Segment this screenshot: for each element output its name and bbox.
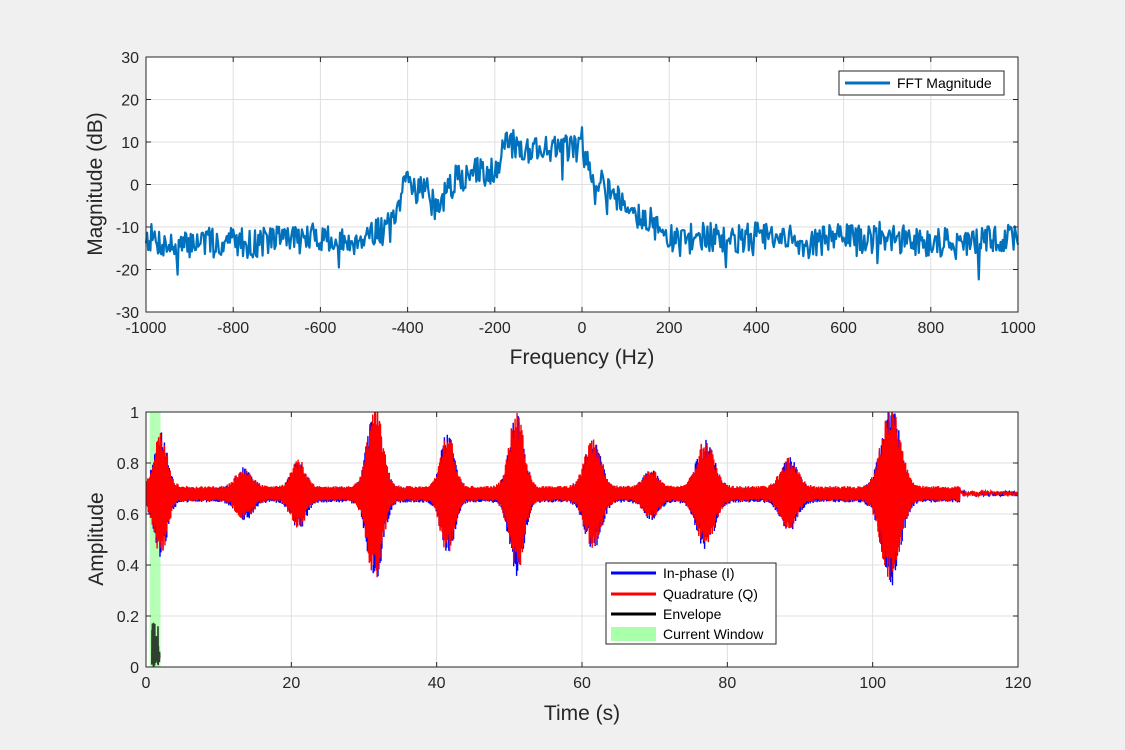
iq-y-axis-label: Amplitude [85,492,108,585]
fft-magnitude-line [144,126,1020,281]
fft-y-tick-label: -30 [116,305,139,322]
iq-clipped-series [146,412,1018,667]
legend-swatch-current-window [611,627,656,641]
iq-x-tick-label: 20 [282,675,300,692]
iq-x-tick-label: 120 [1005,675,1032,692]
current-window-area [149,412,161,667]
fft-y-axis-label: Magnitude (dB) [84,112,107,256]
fft-legend-label: FFT Magnitude [897,75,992,91]
legend-label-in-phase: In-phase (I) [663,565,735,581]
iq-x-ticks: 0 20 40 60 80 100 120 [142,412,1032,692]
fft-x-tick-label: 400 [743,320,770,337]
iq-x-tick-label: 40 [428,675,446,692]
fft-x-tick-label: -800 [217,320,249,337]
fft-x-tick-label: 1000 [1000,320,1036,337]
iq-chart: 0 20 40 60 80 100 120 00.20.40.60.81 Time (s) … [85,405,1031,725]
fft-y-tick-label: 20 [121,93,139,110]
envelope-line [151,622,161,667]
iq-y-tick-label: 1 [130,405,139,422]
fft-chart: -1000 -800 -600 -400 -200 0 200 400 600 800 1000 -… [84,50,1036,369]
fft-y-tick-label: 10 [121,135,139,152]
fft-x-tick-label: 600 [830,320,857,337]
iq-x-tick-label: 100 [859,675,886,692]
legend-label-envelope: Envelope [663,606,722,622]
iq-x-tick-label: 80 [718,675,736,692]
iq-y-tick-label: 0.6 [117,507,139,524]
fft-x-tick-label: 800 [917,320,944,337]
fft-x-tick-label: 0 [578,320,587,337]
iq-y-tick-label: 0.2 [117,609,139,626]
fft-x-tick-label: 200 [656,320,683,337]
iq-y-ticks: 0 0.2 0.4 0.6 0.8 1 [117,405,1018,677]
iq-x-tick-label: 0 [142,675,151,692]
legend-label-current-window: Current Window [663,626,764,642]
fft-x-tick-label: -400 [392,320,424,337]
iq-x-axis-label: Time (s) [544,702,620,725]
legend-label-quadrature: Quadrature (Q) [663,586,758,602]
iq-series-group [146,412,1018,667]
fft-y-tick-label: -20 [116,263,139,280]
iq-y-tick-label: 0 [130,660,139,677]
iq-x-tick-label: 60 [573,675,591,692]
quadrature-line [146,412,1018,581]
fft-x-ticks: -1000 -800 -600 -400 -200 0 200 400 600 800 1000 [126,57,1036,337]
iq-y-tick-label: 0.4 [117,558,139,575]
fft-series-group [144,126,1020,281]
iq-legend[interactable]: In-phase (I) Quadrature (Q) Envelope Cur… [605,562,777,645]
fft-x-tick-label: -200 [479,320,511,337]
fft-y-tick-label: -10 [116,220,139,237]
fft-x-axis-label: Frequency (Hz) [510,346,655,369]
fft-y-ticks: -30 -20 -10 0 10 20 30 [116,50,1018,322]
fft-legend[interactable]: FFT Magnitude [838,70,1005,96]
fft-y-tick-label: 0 [130,178,139,195]
iq-y-tick-label: 0.8 [117,456,139,473]
fft-x-tick-label: -600 [304,320,336,337]
fft-x-tick-label: -1000 [126,320,167,337]
fft-y-tick-label: 30 [121,50,139,67]
